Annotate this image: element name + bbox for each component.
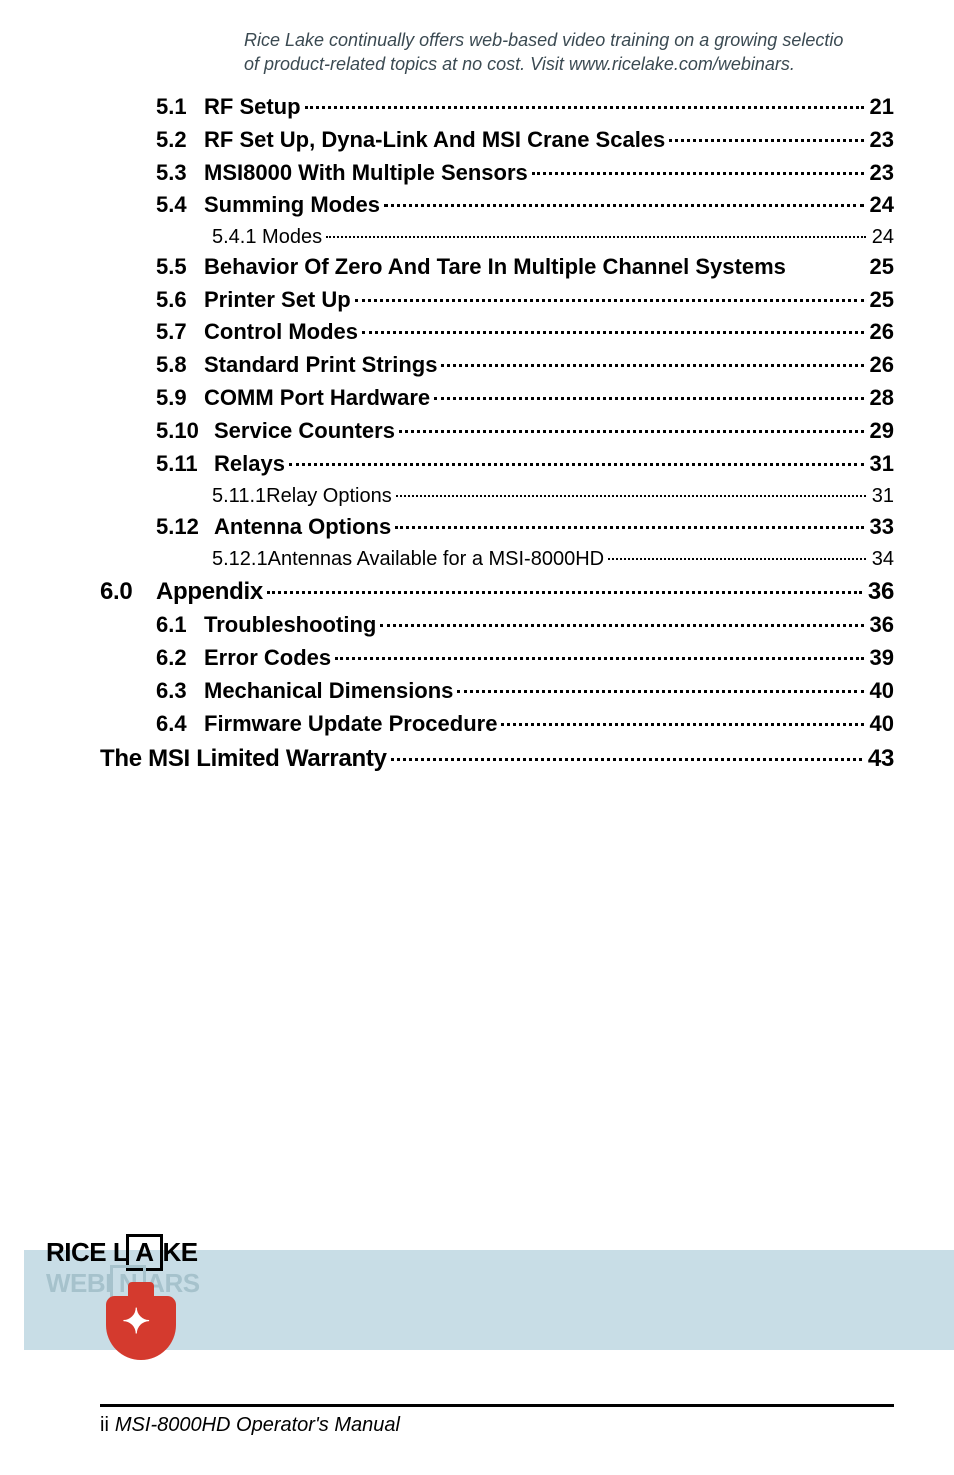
toc-title: The MSI Limited Warranty bbox=[100, 744, 387, 773]
toc-num: 5.10 bbox=[156, 418, 214, 445]
leader-dots bbox=[289, 449, 864, 471]
toc-title: Control Modes bbox=[204, 319, 358, 346]
toc-page: 31 bbox=[870, 451, 894, 478]
toc-num: 5.9 bbox=[156, 385, 204, 412]
toc-page: 21 bbox=[870, 94, 894, 121]
leader-dots bbox=[267, 575, 862, 599]
leader-dots bbox=[669, 125, 863, 147]
toc-page: 29 bbox=[870, 418, 894, 445]
toc-num: 5.2 bbox=[156, 127, 204, 154]
toc-title: Troubleshooting bbox=[204, 612, 376, 639]
toc-num: 5.1 bbox=[156, 94, 204, 121]
leader-dots bbox=[434, 383, 863, 405]
toc-page: 34 bbox=[872, 547, 894, 571]
leader-dots bbox=[391, 742, 862, 766]
toc-title: 5.11.1Relay Options bbox=[212, 484, 392, 508]
leader-dots bbox=[384, 190, 864, 212]
toc-title: Appendix bbox=[156, 577, 263, 606]
toc-num: 5.7 bbox=[156, 319, 204, 346]
leader-dots bbox=[335, 643, 863, 665]
toc-num: 5.8 bbox=[156, 352, 204, 379]
leader-dots bbox=[326, 223, 866, 243]
footer-rule bbox=[100, 1404, 894, 1407]
toc-title: Summing Modes bbox=[204, 192, 380, 219]
toc-page: 31 bbox=[872, 484, 894, 508]
leader-dots bbox=[380, 610, 863, 632]
toc-num: 5.4 bbox=[156, 192, 204, 219]
toc-page: 43 bbox=[868, 744, 894, 773]
leader-dots bbox=[396, 482, 866, 502]
toc-title: Antenna Options bbox=[214, 514, 391, 541]
toc-title: Firmware Update Procedure bbox=[204, 711, 497, 738]
toc-page: 26 bbox=[870, 352, 894, 379]
leader-dots bbox=[457, 676, 863, 698]
toc-title: Behavior Of Zero And Tare In Multiple Ch… bbox=[204, 254, 786, 281]
toc-title: 5.4.1 Modes bbox=[212, 225, 322, 249]
toc-page: 24 bbox=[870, 192, 894, 219]
leader-dots bbox=[532, 158, 864, 180]
toc-page: 25 bbox=[870, 287, 894, 314]
leader-dots bbox=[395, 512, 863, 534]
leader-dots bbox=[501, 709, 863, 731]
toc-page: 40 bbox=[870, 711, 894, 738]
toc-title: 5.12.1Antennas Available for a MSI-8000H… bbox=[212, 547, 604, 571]
toc-num: 6.1 bbox=[156, 612, 204, 639]
toc-title: RF Set Up, Dyna-Link And MSI Crane Scale… bbox=[204, 127, 665, 154]
toc-num: 6.3 bbox=[156, 678, 204, 705]
toc-page: 24 bbox=[872, 225, 894, 249]
toc-num: 6.4 bbox=[156, 711, 204, 738]
toc-page: 28 bbox=[870, 385, 894, 412]
toc-title: Error Codes bbox=[204, 645, 331, 672]
toc-title: Mechanical Dimensions bbox=[204, 678, 453, 705]
leader-dots bbox=[305, 92, 864, 114]
toc-title: Relays bbox=[214, 451, 285, 478]
toc-title: Printer Set Up bbox=[204, 287, 351, 314]
ricelake-logo: RICE LAKE WEBINARS bbox=[46, 1234, 200, 1302]
leader-dots bbox=[441, 350, 863, 372]
toc-page: 40 bbox=[870, 678, 894, 705]
toc-num: 5.12 bbox=[156, 514, 214, 541]
leader-dots bbox=[399, 416, 864, 438]
toc-page: 33 bbox=[870, 514, 894, 541]
toc-num: 5.3 bbox=[156, 160, 204, 187]
promo-text: Rice Lake continually offers web-based v… bbox=[244, 28, 954, 77]
toc-page: 26 bbox=[870, 319, 894, 346]
toc-page: 36 bbox=[868, 577, 894, 606]
toc-page: 23 bbox=[870, 160, 894, 187]
footer-text: iiMSI-8000HD Operator's Manual bbox=[100, 1414, 400, 1437]
toc-page: 23 bbox=[870, 127, 894, 154]
toc-num: 6.2 bbox=[156, 645, 204, 672]
bell-highlight-icon: ✦ bbox=[122, 1302, 151, 1342]
toc-num: 5.6 bbox=[156, 287, 204, 314]
toc-page: 36 bbox=[870, 612, 894, 639]
toc-page: 25 bbox=[870, 254, 894, 281]
leader-dots bbox=[355, 285, 864, 307]
toc-num: 5.5 bbox=[156, 254, 204, 281]
toc-num: 5.11 bbox=[156, 451, 214, 478]
leader-dots bbox=[608, 545, 866, 565]
leader-dots bbox=[362, 317, 864, 339]
toc-num: 6.0 bbox=[100, 577, 156, 606]
toc-page: 39 bbox=[870, 645, 894, 672]
toc-title: Service Counters bbox=[214, 418, 395, 445]
toc-title: RF Setup bbox=[204, 94, 301, 121]
toc-title: Standard Print Strings bbox=[204, 352, 437, 379]
toc-title: MSI8000 With Multiple Sensors bbox=[204, 160, 528, 187]
toc-title: COMM Port Hardware bbox=[204, 385, 430, 412]
table-of-contents: 5.1RF Setup 21 5.2RF Set Up, Dyna-Link An… bbox=[100, 92, 894, 773]
